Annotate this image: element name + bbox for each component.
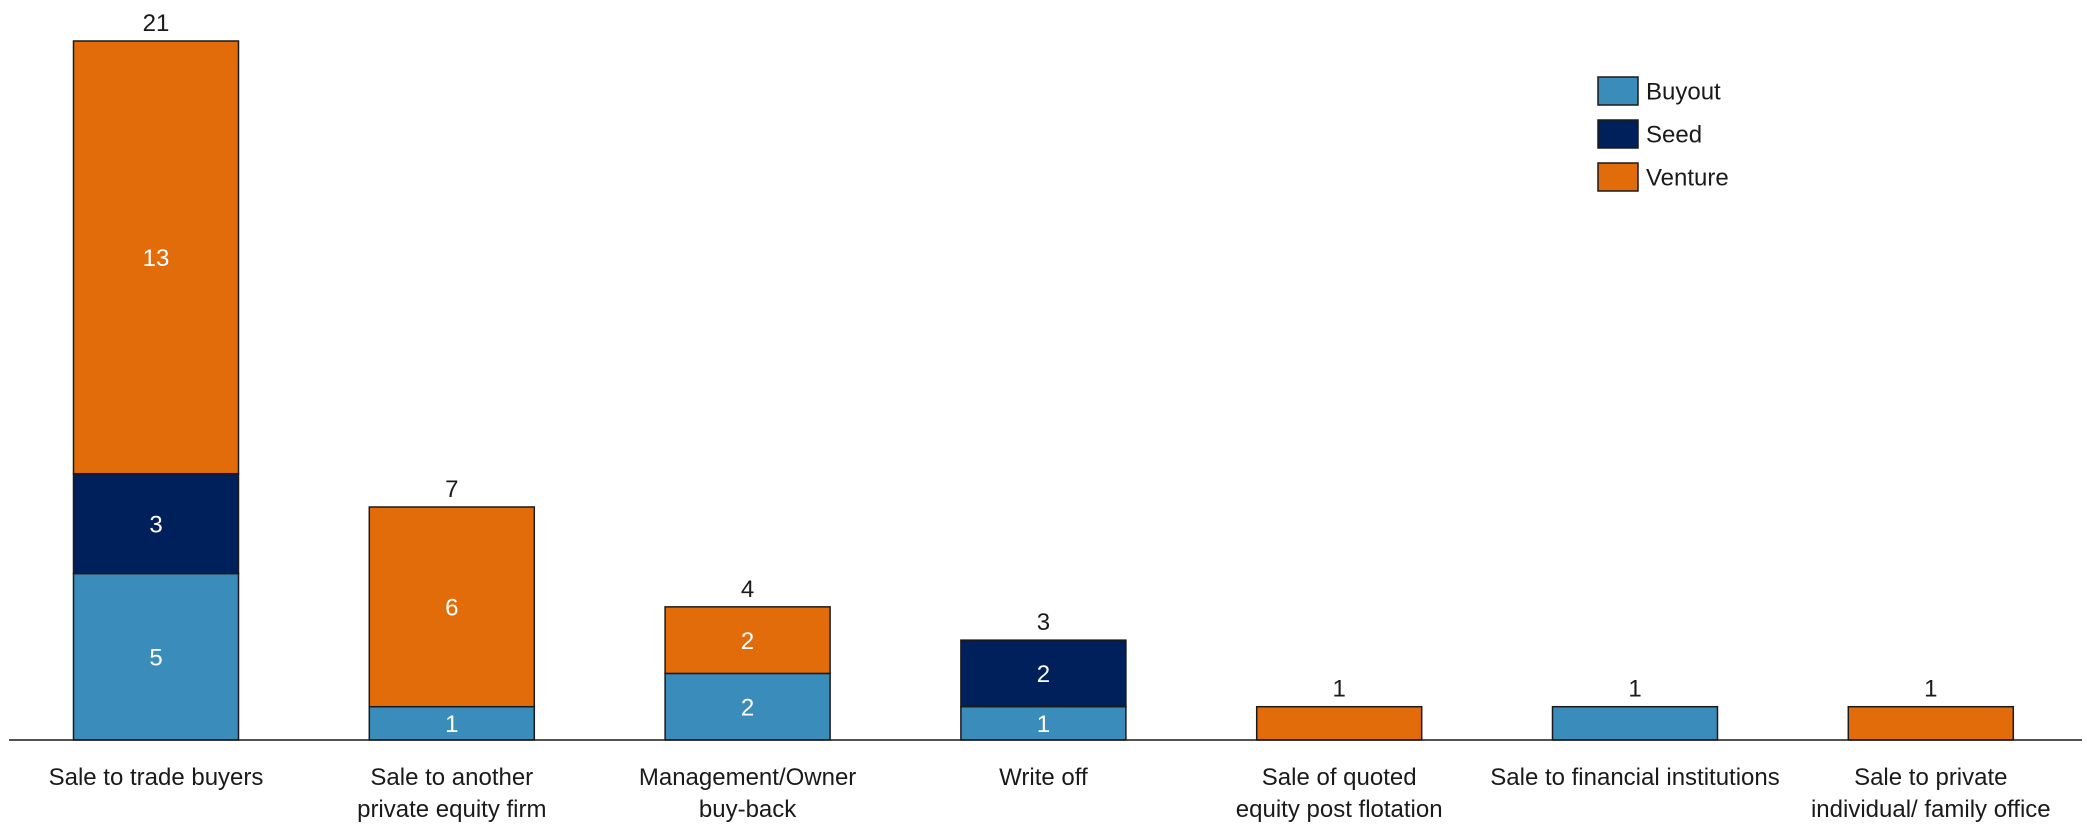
bar-segment-venture — [72, 40, 240, 475]
segment-value-label: 2 — [1037, 661, 1050, 688]
segment-value-label: 2 — [741, 694, 754, 721]
legend-label-seed: Seed — [1646, 122, 1702, 149]
segment-value-label: 6 — [445, 594, 458, 621]
total-value-label: 21 — [143, 10, 170, 37]
x-tick-label: Sale to trade buyers — [49, 764, 264, 791]
bar-segment-buyout — [664, 672, 831, 741]
legend-swatch-seed — [1597, 119, 1639, 149]
segment-value-label: 13 — [143, 245, 170, 272]
bar-segment-buyout — [368, 705, 536, 741]
bar-segment-buyout — [72, 572, 240, 741]
legend-label-buyout: Buyout — [1646, 79, 1721, 106]
bars-group — [72, 40, 2015, 741]
legend-swatch-buyout — [1597, 76, 1639, 106]
total-value-label: 3 — [1037, 609, 1050, 636]
segment-value-label: 1 — [1037, 711, 1050, 738]
total-value-label: 7 — [445, 476, 458, 503]
bar-segment-venture — [664, 606, 831, 675]
bar-segment-venture — [1847, 705, 2015, 741]
total-value-label: 1 — [1628, 676, 1641, 703]
legend-swatch-venture — [1597, 162, 1639, 192]
x-tick-label: Sale of quoted equity post flotation — [1236, 764, 1443, 823]
segment-value-label: 3 — [149, 511, 162, 538]
bar-segment-buyout — [1551, 705, 1719, 741]
total-value-label: 1 — [1333, 676, 1346, 703]
bar-segment-buyout — [960, 705, 1127, 741]
bar-segment-seed — [72, 472, 240, 575]
legend: Buyout Seed Venture — [1597, 76, 1729, 192]
segment-value-label: 5 — [149, 644, 162, 671]
bar-segment-venture — [368, 506, 536, 708]
segment-value-label: 2 — [741, 628, 754, 655]
total-labels-group: 21 7 4 3 1 1 1 — [143, 10, 1938, 703]
x-tick-label: Sale to financial institutions — [1490, 764, 1780, 791]
x-tick-label: Sale to private individual/ family office — [1811, 764, 2051, 823]
x-tick-label: Sale to another private equity firm — [357, 764, 546, 823]
segment-value-label: 1 — [445, 711, 458, 738]
total-value-label: 4 — [741, 576, 754, 603]
legend-label-venture: Venture — [1646, 165, 1729, 192]
x-tick-label: Write off — [999, 764, 1088, 791]
segment-labels-group: 5 3 13 1 6 2 2 1 2 — [143, 245, 1050, 738]
bar-segment-seed — [960, 639, 1127, 708]
bar-segment-venture — [1255, 705, 1423, 741]
x-tick-label: Management/Owner buy-back — [639, 764, 856, 823]
x-tick-labels-group: Sale to trade buyers Sale to another priva… — [49, 764, 2051, 823]
total-value-label: 1 — [1924, 676, 1937, 703]
